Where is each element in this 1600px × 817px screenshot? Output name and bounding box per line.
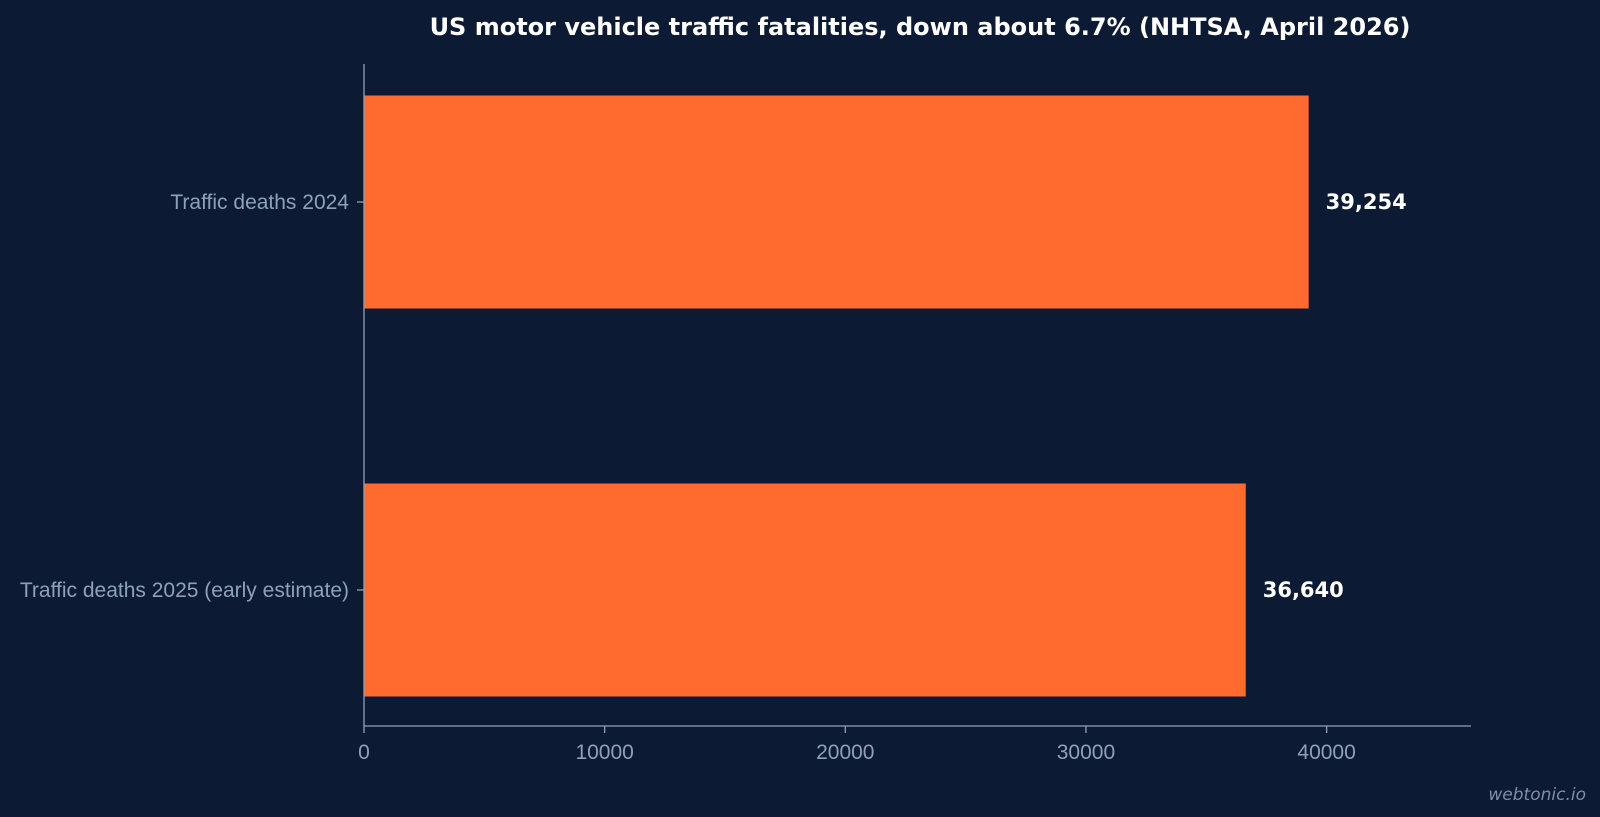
category-label-1: Traffic deaths 2024 (170, 191, 349, 214)
bars-layer (364, 95, 1309, 697)
x-tick-label-4: 30000 (1057, 741, 1115, 764)
x-axis-ticks: 0 10000 20000 30000 40000 (358, 726, 1356, 764)
bar-1 (364, 95, 1309, 309)
x-tick-label-3: 20000 (816, 741, 874, 764)
x-tick-label-2: 10000 (575, 741, 633, 764)
x-tick-label-1: 0 (358, 741, 370, 764)
data-label-1: 39,254 (1326, 190, 1407, 214)
bar-2 (364, 483, 1246, 697)
data-labels-layer: 39,254 36,640 (1263, 190, 1407, 602)
watermark: webtonic.io (1488, 785, 1586, 805)
chart-title: US motor vehicle traffic fatalities, dow… (430, 13, 1411, 41)
x-tick-label-5: 40000 (1297, 741, 1355, 764)
category-label-2: Traffic deaths 2025 (early estimate) (20, 579, 349, 602)
data-label-2: 36,640 (1263, 578, 1344, 602)
y-axis-ticks: Traffic deaths 2024 Traffic deaths 2025 (… (20, 191, 364, 602)
